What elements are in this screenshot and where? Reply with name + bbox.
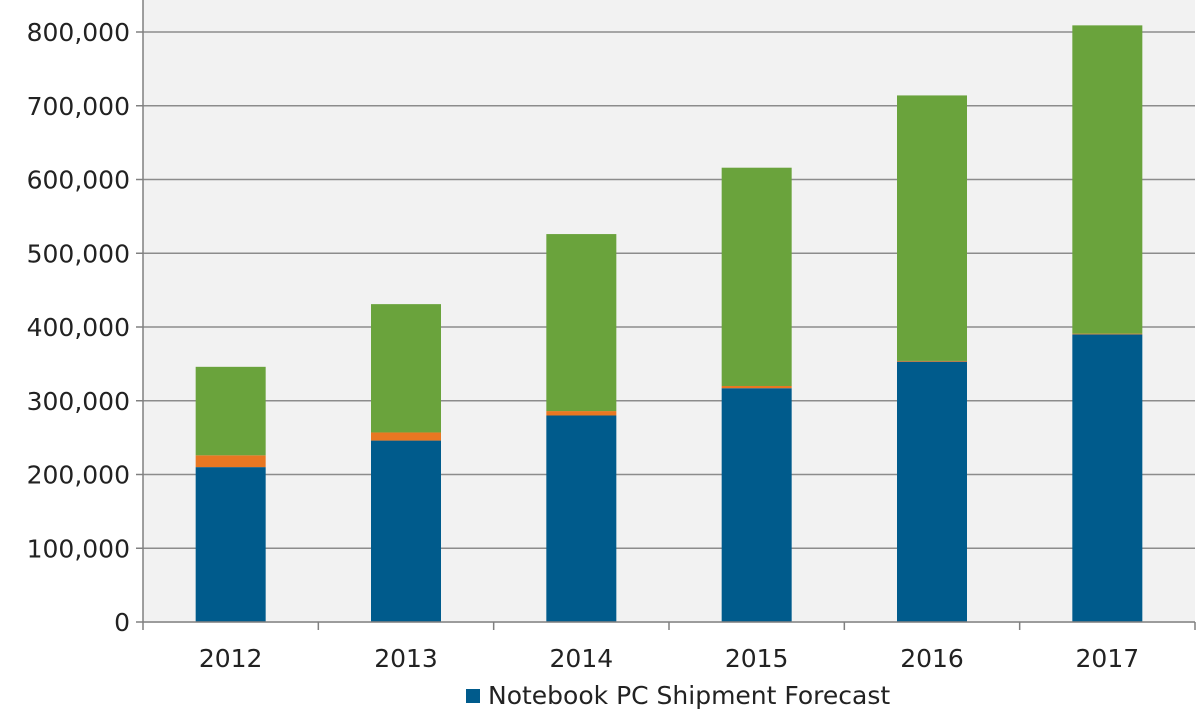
y-tick-label: 700,000 <box>27 92 130 121</box>
plot-area-background <box>143 0 1195 623</box>
bars <box>195 25 1143 622</box>
bar-segment-2012-series-0 <box>195 467 266 622</box>
bar-segment-2015-series-0 <box>721 388 792 622</box>
x-tick-label: 2017 <box>1076 644 1140 673</box>
bar-segment-2016-series-1 <box>897 360 967 362</box>
x-tick-labels: 2012 2013 2014 2015 2016 2017 <box>199 644 1139 673</box>
bar-segment-2013-series-0 <box>371 440 441 622</box>
legend-swatch-notebook <box>466 688 480 703</box>
x-tick-label: 2016 <box>900 644 964 673</box>
legend-label-notebook: Notebook PC Shipment Forecast <box>488 681 891 710</box>
y-tick-label: 100,000 <box>27 534 130 563</box>
bar-segment-2014-series-1 <box>546 411 617 416</box>
x-tick-label: 2013 <box>374 644 438 673</box>
bar-segment-2012-series-2 <box>195 366 266 456</box>
y-tick-label: 800,000 <box>27 18 130 47</box>
y-tick-label: 200,000 <box>27 461 130 490</box>
y-tick-label: 300,000 <box>27 387 130 416</box>
legend: Notebook PC Shipment Forecast <box>466 681 890 710</box>
bar-segment-2016-series-0 <box>897 361 967 622</box>
axes <box>136 0 1196 630</box>
bar-segment-2015-series-2 <box>721 167 792 386</box>
y-tick-label: 500,000 <box>27 239 130 268</box>
x-tick-label: 2014 <box>550 644 614 673</box>
bar-segment-2017-series-1 <box>1072 333 1143 335</box>
bar-segment-2012-series-1 <box>195 455 266 468</box>
bar-segment-2017-series-2 <box>1072 25 1143 334</box>
bar-segment-2013-series-2 <box>371 304 441 433</box>
bar-segment-2016-series-2 <box>897 95 967 361</box>
x-tick-label: 2015 <box>725 644 789 673</box>
y-tick-label: 600,000 <box>27 166 130 195</box>
bar-segment-2013-series-1 <box>371 432 441 441</box>
bar-segment-2014-series-0 <box>546 415 617 622</box>
y-tick-label: 0 <box>114 608 130 637</box>
bar-segment-2014-series-2 <box>546 234 617 412</box>
bar-segment-2015-series-1 <box>721 386 792 389</box>
x-tick-label: 2012 <box>199 644 263 673</box>
gridlines <box>143 31 1195 549</box>
y-tick-label: 400,000 <box>27 313 130 342</box>
bar-segment-2017-series-0 <box>1072 334 1143 622</box>
y-tick-labels: 0 100,000 200,000 300,000 400,000 500,000 600,… <box>27 18 130 637</box>
